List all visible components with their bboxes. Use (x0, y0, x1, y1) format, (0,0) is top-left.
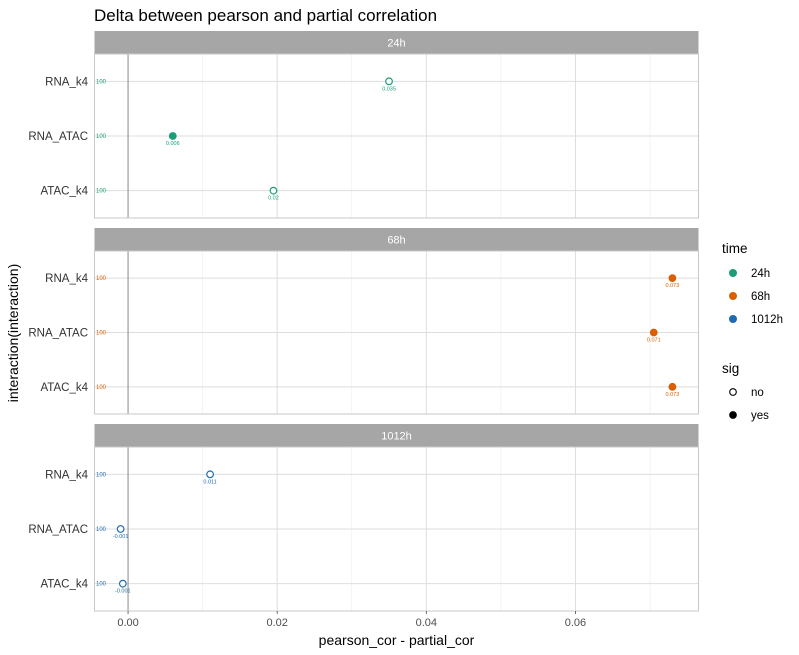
legend-key-sig (729, 411, 737, 419)
data-point (668, 274, 677, 283)
data-value-label: 0.071 (647, 338, 661, 344)
y-tick-label: RNA_ATAC (28, 131, 88, 143)
data-point (118, 579, 127, 588)
n-label: 100 (96, 189, 107, 195)
data-value-label: 0.035 (382, 86, 396, 92)
legend-label-time: 24h (751, 268, 770, 280)
x-axis-label: pearson_cor - partial_cor (319, 632, 475, 648)
n-label: 100 (96, 79, 107, 85)
facet-strip-label: 24h (387, 38, 405, 50)
y-tick-label: ATAC_k4 (40, 382, 88, 394)
data-point (116, 525, 125, 533)
data-value-label: -0.001 (115, 589, 131, 595)
n-label: 100 (96, 582, 107, 588)
data-point (668, 382, 677, 391)
legend-key-time (729, 292, 737, 300)
n-label: 100 (96, 527, 107, 533)
legend-key-sig (729, 388, 737, 396)
legend-label-sig: yes (751, 410, 769, 422)
facet-strip (94, 424, 699, 447)
data-value-label: 0.011 (203, 479, 216, 485)
data-value-label: 0.006 (166, 141, 180, 147)
panel-border (94, 53, 699, 219)
data-point (206, 470, 214, 479)
legend-key-time (729, 315, 737, 323)
facet-strip (94, 228, 699, 251)
y-tick-label: ATAC_k4 (40, 579, 88, 591)
facet-strip (94, 31, 699, 54)
data-value-label: 0.02 (268, 196, 279, 202)
legend-label-time: 1012h (751, 314, 783, 326)
x-tick-label: 0.00 (117, 617, 138, 629)
data-value-label: -0.001 (113, 534, 129, 540)
x-tick-label: 0.06 (565, 617, 586, 629)
n-label: 100 (96, 385, 107, 391)
n-label: 100 (96, 134, 107, 140)
data-point (168, 132, 177, 140)
x-tick-label: 0.02 (266, 617, 287, 629)
panel-border (94, 250, 699, 415)
n-label: 100 (96, 472, 107, 478)
data-point (385, 77, 393, 86)
legend-title-time: time (722, 241, 748, 256)
n-label: 100 (96, 331, 107, 337)
legend-label-time: 68h (751, 291, 770, 303)
y-axis-label: interaction(interaction) (5, 264, 21, 403)
data-value-label: 0.073 (666, 283, 680, 289)
facet-strip-label: 68h (387, 235, 405, 247)
y-tick-label: ATAC_k4 (40, 186, 88, 198)
data-point (269, 186, 278, 195)
panel-border (94, 446, 699, 612)
y-tick-label: RNA_ATAC (28, 328, 88, 340)
y-tick-label: RNA_k4 (45, 76, 88, 88)
x-tick-label: 0.04 (416, 617, 437, 629)
facet-strip-label: 1012h (381, 431, 412, 443)
n-label: 100 (96, 276, 107, 282)
chart-title: Delta between pearson and partial correl… (94, 6, 437, 25)
legend-title-sig: sig (722, 361, 739, 376)
legend-key-time (729, 269, 737, 277)
data-value-label: 0.073 (666, 392, 680, 398)
y-tick-label: RNA_ATAC (28, 524, 88, 536)
legend-label-sig: no (751, 387, 764, 399)
y-tick-label: RNA_k4 (45, 469, 88, 481)
data-point (649, 328, 658, 337)
y-tick-label: RNA_k4 (45, 273, 88, 285)
